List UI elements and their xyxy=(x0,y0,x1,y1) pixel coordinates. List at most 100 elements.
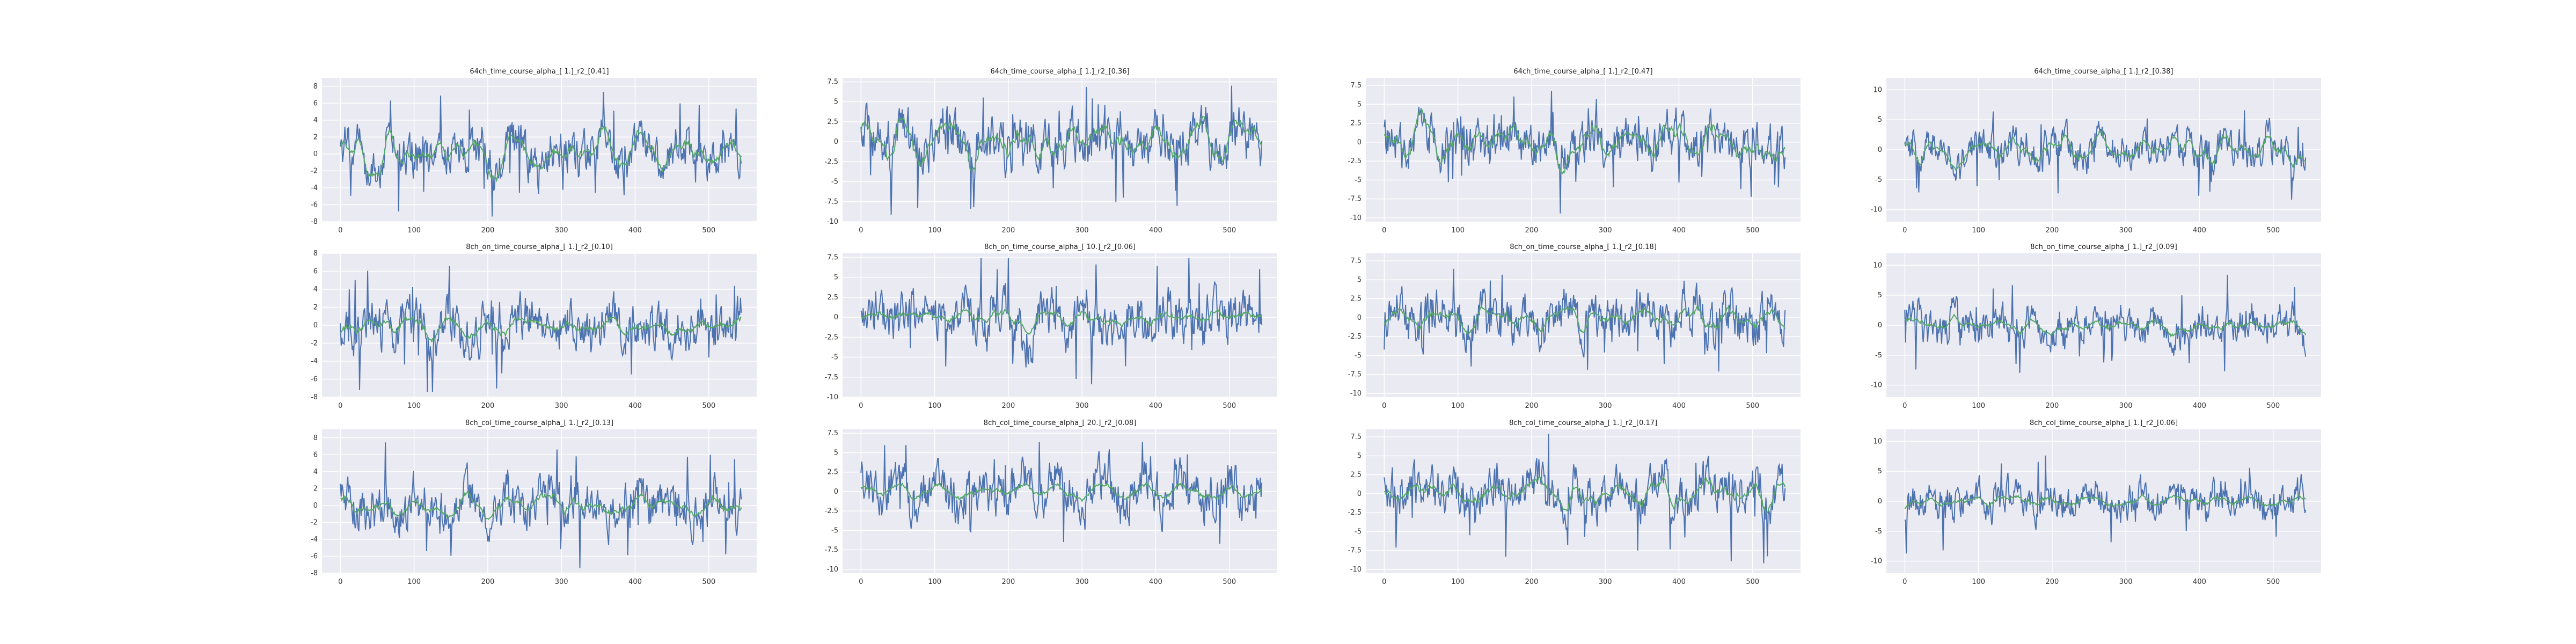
y-tick-label: -8 xyxy=(311,569,318,577)
y-tick-label: 0 xyxy=(834,138,838,146)
subplot-title: 8ch_col_time_course_alpha_[ 1.]_r2_[0.17… xyxy=(1509,419,1657,427)
x-tick-label: 0 xyxy=(859,226,863,235)
y-tick-label: 5 xyxy=(1878,467,1882,475)
x-tick-label: 100 xyxy=(1451,578,1465,586)
x-tick-label: 400 xyxy=(628,578,642,586)
y-tick-label: 0 xyxy=(1357,138,1362,147)
x-tick-label: 300 xyxy=(1599,578,1612,586)
x-tick-label: 500 xyxy=(1746,402,1759,410)
y-tick-label: -10 xyxy=(827,393,838,401)
y-tick-label: 5 xyxy=(834,449,838,457)
y-tick-label: 0 xyxy=(313,321,318,330)
x-tick-label: 500 xyxy=(2266,402,2280,410)
y-tick-label: 5 xyxy=(1878,116,1882,124)
y-tick-label: 4 xyxy=(313,468,318,476)
y-tick-label: 2.5 xyxy=(827,118,838,126)
x-tick-label: 300 xyxy=(1599,226,1612,235)
y-tick-label: 4 xyxy=(313,286,318,294)
y-tick-label: 2.5 xyxy=(1350,471,1362,479)
y-tick-label: -5 xyxy=(1875,176,1882,184)
x-tick-label: 500 xyxy=(702,402,715,410)
x-tick-label: 400 xyxy=(1149,402,1162,410)
y-tick-label: -7.5 xyxy=(1348,547,1362,555)
y-tick-label: -6 xyxy=(311,376,318,384)
y-tick-label: 7.5 xyxy=(1350,433,1362,441)
subplot-9: -8 -6 -4 -2 0 2 4 6 8 0 100 200 300 400 500 8ch_col_tim… xyxy=(311,419,757,586)
y-tick-label: -4 xyxy=(311,184,318,192)
x-tick-label: 400 xyxy=(2193,578,2206,586)
x-tick-label: 200 xyxy=(2045,226,2059,235)
x-tick-label: 0 xyxy=(1382,402,1386,410)
series-line-blue xyxy=(860,85,1263,215)
x-tick-label: 200 xyxy=(1525,226,1538,235)
subplot-title: 64ch_time_course_alpha_[ 1.]_r2_[0.41] xyxy=(470,68,609,76)
y-tick-label: 6 xyxy=(313,99,318,107)
series-line-blue xyxy=(1904,110,2307,200)
x-tick-label: 100 xyxy=(407,226,421,235)
y-tick-label: 4 xyxy=(313,116,318,125)
series-line-green xyxy=(860,115,1263,172)
x-tick-label: 300 xyxy=(1075,402,1089,410)
y-tick-label: 0 xyxy=(313,502,318,510)
x-tick-label: 100 xyxy=(928,402,941,410)
x-tick-label: 300 xyxy=(2119,226,2133,235)
y-tick-label: 5 xyxy=(834,274,838,282)
subplot-title: 8ch_on_time_course_alpha_[ 1.]_r2_[0.10] xyxy=(466,243,613,251)
y-tick-label: -4 xyxy=(311,536,318,544)
x-tick-label: 100 xyxy=(407,578,421,586)
y-tick-label: -7.5 xyxy=(825,198,838,206)
x-tick-label: 0 xyxy=(338,578,342,586)
y-tick-label: -6 xyxy=(311,201,318,209)
y-tick-label: 0 xyxy=(1878,146,1882,154)
series-line-green xyxy=(1384,305,1786,336)
subplot-title: 8ch_on_time_course_alpha_[ 1.]_r2_[0.09] xyxy=(2030,243,2177,251)
x-tick-label: 400 xyxy=(1672,402,1686,410)
subplot-2: -10 -7.5 -5 -2.5 0 2.5 5 7.5 0 100 200 300 400 500 64c… xyxy=(825,68,1277,235)
x-tick-label: 500 xyxy=(2266,226,2280,235)
y-tick-label: -10 xyxy=(1350,390,1362,398)
x-tick-label: 100 xyxy=(1972,226,1985,235)
x-tick-label: 0 xyxy=(1902,402,1907,410)
y-tick-label: 8 xyxy=(313,83,318,91)
x-tick-label: 500 xyxy=(1223,226,1236,235)
subplot-1: -8 -6 -4 -2 0 2 4 6 8 0 100 200 300 400 500 64ch_time_c… xyxy=(311,68,757,235)
x-tick-label: 300 xyxy=(1075,578,1089,586)
y-tick-label: 5 xyxy=(1878,291,1882,299)
series-line-green xyxy=(1384,474,1786,514)
y-tick-label: 8 xyxy=(313,434,318,442)
x-tick-label: 200 xyxy=(2045,578,2059,586)
x-tick-label: 0 xyxy=(1902,578,1907,586)
y-tick-label: 8 xyxy=(313,250,318,258)
x-tick-label: 300 xyxy=(1599,402,1612,410)
y-tick-label: 0 xyxy=(1878,497,1882,506)
y-tick-label: -6 xyxy=(311,552,318,560)
y-tick-label: 2.5 xyxy=(1350,295,1362,303)
x-tick-label: 0 xyxy=(1382,578,1386,586)
series-line-green xyxy=(860,481,1262,502)
y-tick-label: 0 xyxy=(1357,314,1362,322)
y-tick-label: 5 xyxy=(1357,452,1362,460)
subplot-title: 8ch_col_time_course_alpha_[ 1.]_r2_[0.13… xyxy=(465,419,613,427)
y-tick-label: 2 xyxy=(313,485,318,493)
series-line-green xyxy=(1904,493,2306,510)
x-tick-label: 500 xyxy=(1746,226,1759,235)
x-tick-label: 0 xyxy=(859,402,863,410)
subplot-title: 64ch_time_course_alpha_[ 1.]_r2_[0.47] xyxy=(1513,68,1652,76)
y-tick-label: 7.5 xyxy=(827,429,838,437)
y-tick-label: 10 xyxy=(1873,86,1882,94)
series-line-blue xyxy=(1384,91,1786,214)
series-line-blue xyxy=(340,266,742,392)
y-tick-label: 7.5 xyxy=(1350,257,1362,265)
x-tick-label: 200 xyxy=(1001,402,1015,410)
x-tick-label: 0 xyxy=(338,402,342,410)
x-tick-label: 300 xyxy=(2119,578,2133,586)
y-tick-label: 0 xyxy=(834,488,838,496)
x-tick-label: 300 xyxy=(2119,402,2133,410)
y-tick-label: -8 xyxy=(311,393,318,401)
y-tick-label: -7.5 xyxy=(825,546,838,554)
y-tick-label: 0 xyxy=(1357,490,1362,498)
y-tick-label: 10 xyxy=(1873,437,1882,445)
y-tick-label: 6 xyxy=(313,268,318,276)
x-tick-label: 100 xyxy=(928,578,941,586)
